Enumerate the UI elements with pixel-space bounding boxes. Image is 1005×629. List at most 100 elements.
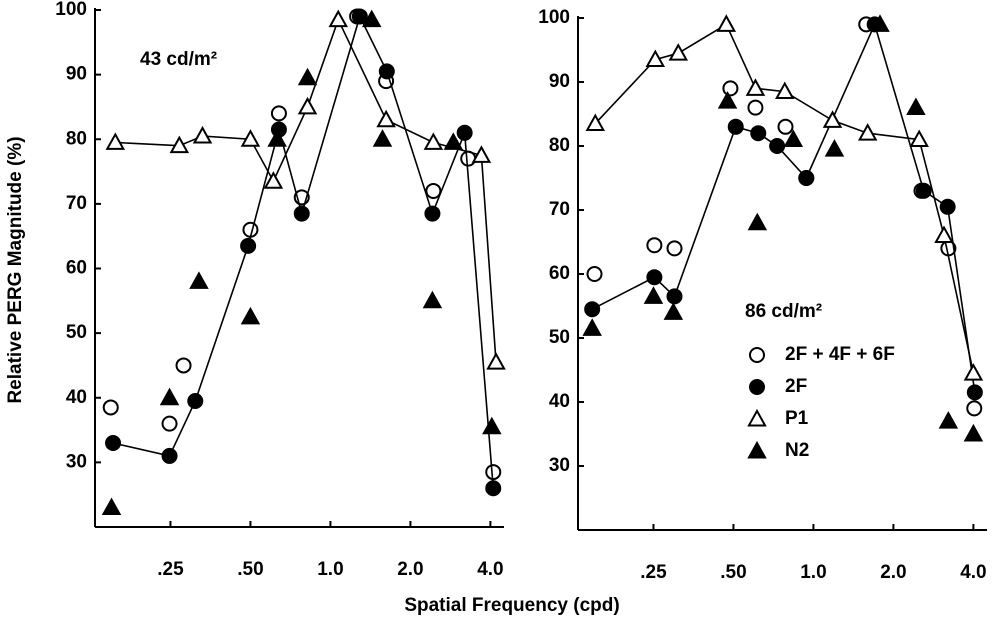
marker: [425, 182, 442, 199]
marker: [293, 205, 310, 222]
legend-marker: [749, 379, 765, 395]
y-tick-label: 50: [549, 327, 570, 348]
annotation: 43 cd/m²: [140, 49, 217, 70]
marker: [963, 363, 984, 381]
marker: [240, 306, 261, 325]
y-tick-label: 70: [66, 193, 87, 214]
marker: [909, 129, 929, 148]
y-tick-label: 70: [549, 199, 570, 220]
marker: [351, 8, 368, 25]
marker: [645, 49, 666, 68]
y-tick-label: 60: [66, 258, 87, 279]
marker: [966, 384, 983, 401]
marker: [169, 135, 190, 154]
y-tick-label: 90: [66, 64, 87, 85]
marker: [270, 105, 287, 122]
legend-label: P1: [785, 408, 809, 429]
marker: [824, 139, 845, 157]
y-tick-label: 40: [549, 391, 570, 412]
marker: [192, 125, 213, 144]
y-tick-label: 40: [66, 387, 87, 408]
legend-marker: [749, 347, 765, 363]
marker: [101, 497, 122, 516]
marker: [105, 132, 126, 150]
marker: [747, 212, 768, 231]
marker: [328, 9, 348, 28]
marker: [422, 290, 443, 309]
marker: [722, 80, 739, 97]
marker: [456, 124, 473, 141]
marker: [584, 301, 601, 318]
marker: [646, 237, 663, 254]
marker: [585, 113, 606, 132]
marker: [906, 97, 926, 116]
marker: [240, 237, 257, 254]
marker: [666, 240, 683, 257]
marker: [240, 129, 261, 147]
marker: [717, 91, 738, 109]
x-tick-label: 2.0: [880, 562, 906, 583]
y-tick-label: 30: [549, 455, 570, 476]
marker: [915, 182, 932, 199]
x-tick-label: .50: [720, 562, 746, 583]
marker: [783, 129, 804, 148]
marker: [777, 118, 794, 135]
marker: [424, 205, 441, 222]
marker: [727, 118, 744, 135]
marker: [750, 125, 767, 142]
x-tick-label: 1.0: [800, 562, 826, 583]
marker: [938, 411, 959, 429]
marker: [297, 67, 318, 86]
legend-marker: [747, 408, 767, 427]
marker: [161, 415, 178, 432]
x-tick-label: .50: [237, 559, 263, 580]
marker: [372, 129, 393, 147]
marker: [423, 132, 444, 150]
marker: [486, 352, 506, 370]
marker: [870, 14, 890, 32]
y-tick-label: 60: [549, 263, 570, 284]
marker: [966, 400, 983, 417]
x-tick-label: .25: [157, 559, 184, 580]
x-tick-label: 4.0: [960, 562, 986, 583]
marker: [361, 9, 382, 28]
y-tick-label: 100: [55, 0, 87, 20]
marker: [822, 110, 843, 128]
marker: [582, 318, 602, 336]
y-tick-label: 100: [538, 7, 570, 28]
marker: [646, 269, 663, 286]
x-tick-label: 2.0: [397, 559, 423, 580]
marker: [747, 99, 764, 116]
y-axis-label: Relative PERG Magnitude (%): [5, 136, 26, 403]
marker: [159, 387, 180, 406]
marker: [769, 138, 786, 154]
marker: [102, 399, 119, 416]
marker: [963, 423, 984, 442]
x-tick-label: 1.0: [317, 559, 343, 580]
marker: [939, 198, 956, 215]
marker: [105, 434, 122, 451]
marker: [378, 63, 395, 80]
y-tick-label: 80: [549, 135, 570, 156]
marker: [297, 96, 318, 115]
marker: [189, 271, 209, 289]
annotation: 86 cd/m²: [745, 301, 822, 322]
legend-marker: [747, 440, 767, 459]
x-tick-label: .25: [640, 562, 667, 583]
marker: [161, 447, 178, 464]
marker: [485, 464, 502, 481]
y-tick-label: 50: [66, 322, 87, 343]
marker: [666, 288, 683, 305]
marker: [376, 109, 396, 128]
marker: [668, 43, 689, 61]
marker: [934, 225, 954, 244]
marker: [663, 302, 684, 320]
marker: [485, 480, 502, 497]
y-tick-label: 90: [549, 71, 570, 92]
marker: [643, 286, 664, 304]
marker: [443, 132, 464, 150]
marker: [586, 266, 603, 282]
legend-label: 2F + 4F + 6F: [785, 344, 895, 365]
